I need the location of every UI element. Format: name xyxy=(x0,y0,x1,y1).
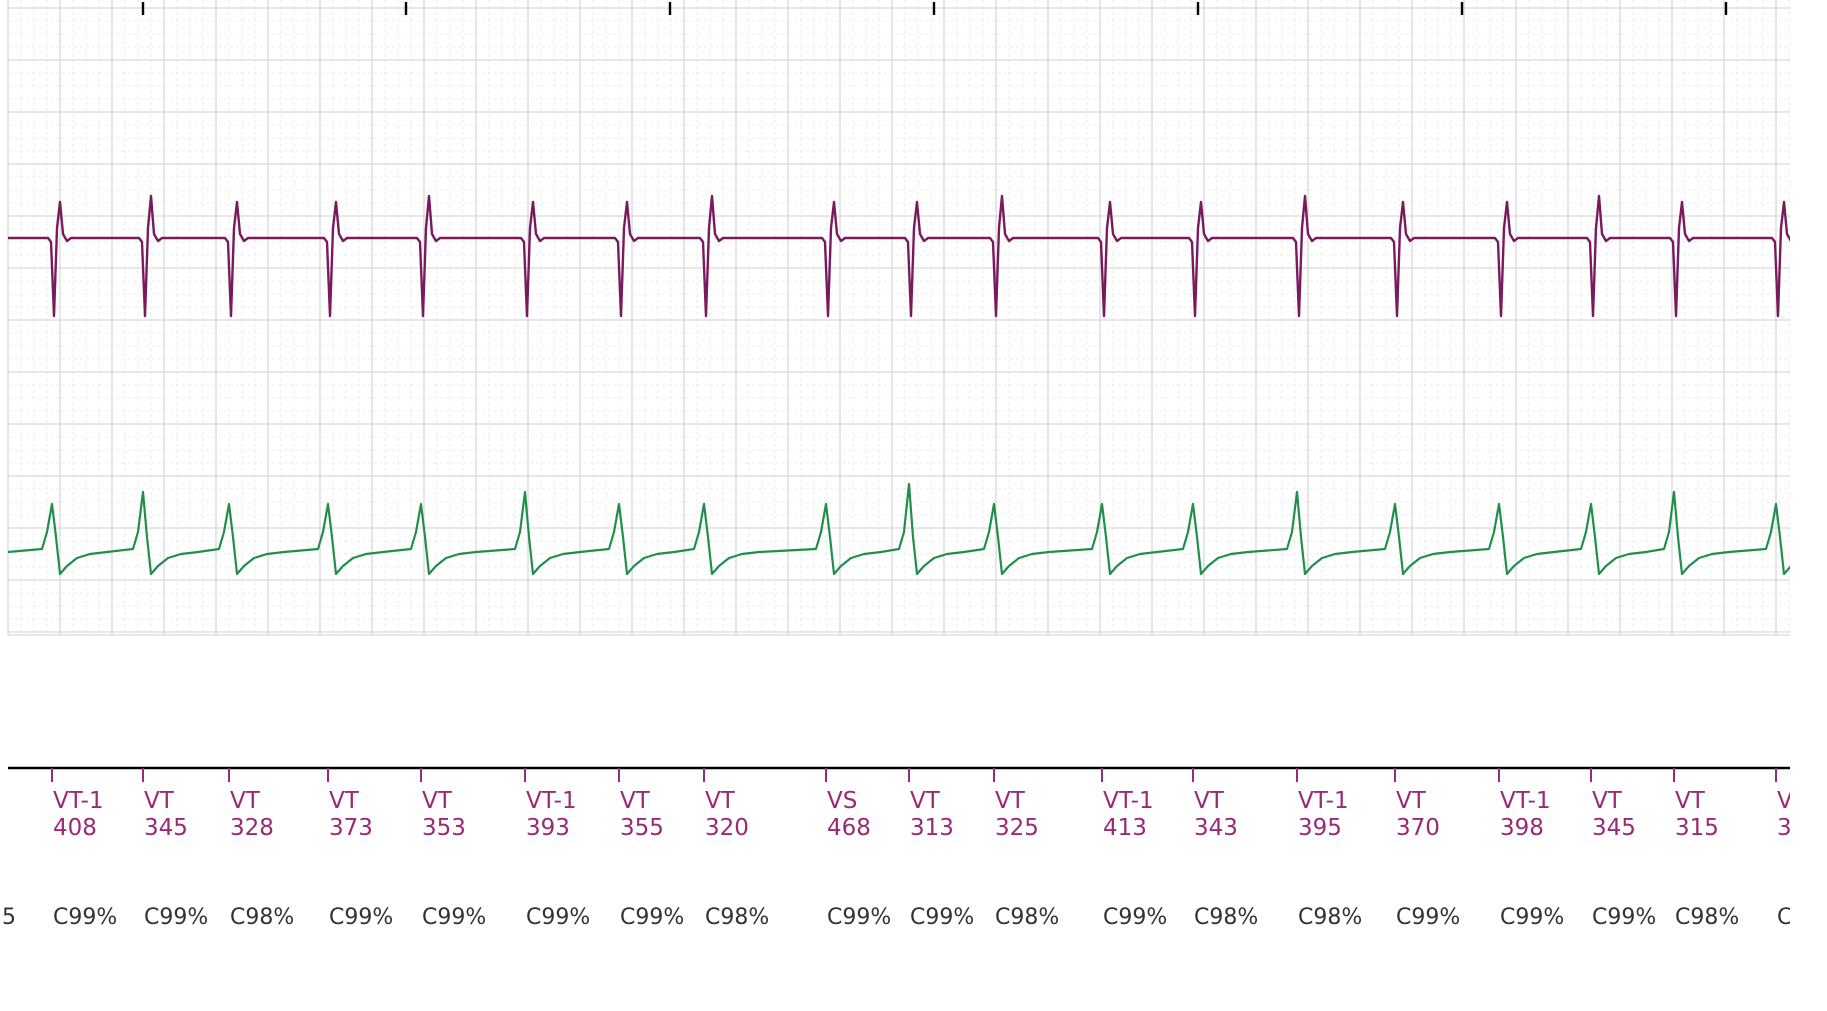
edge-fragment-text: 5 xyxy=(2,905,16,930)
confidence-label: C99% xyxy=(329,905,393,930)
confidence-label: C98% xyxy=(995,905,1059,930)
marker-label: VT xyxy=(329,788,360,814)
marker-interval: 325 xyxy=(995,815,1039,841)
confidence-label: C98% xyxy=(1298,905,1362,930)
marker-label: VT xyxy=(705,788,736,814)
marker-label: VT xyxy=(1592,788,1623,814)
marker-interval: 3 xyxy=(1777,815,1792,841)
marker-interval: 315 xyxy=(1675,815,1719,841)
confidence-label: C99% xyxy=(827,905,891,930)
marker-label: VT xyxy=(1396,788,1427,814)
confidence-label: C98% xyxy=(230,905,294,930)
marker-interval: 343 xyxy=(1194,815,1238,841)
marker-interval: 345 xyxy=(144,815,188,841)
marker-interval: 398 xyxy=(1500,815,1544,841)
marker-interval: 355 xyxy=(620,815,664,841)
marker-interval: 395 xyxy=(1298,815,1342,841)
marker-label: VT-1 xyxy=(526,788,577,814)
beat-marker: V3 C xyxy=(1775,768,1793,930)
confidence-label: C99% xyxy=(144,905,208,930)
marker-interval: 345 xyxy=(1592,815,1636,841)
marker-interval: 468 xyxy=(827,815,871,841)
marker-label: VT xyxy=(910,788,941,814)
confidence-label: C99% xyxy=(526,905,590,930)
marker-interval: 413 xyxy=(1103,815,1147,841)
marker-interval: 373 xyxy=(329,815,373,841)
marker-label: VT-1 xyxy=(1298,788,1349,814)
marker-interval: 393 xyxy=(526,815,570,841)
confidence-label: C99% xyxy=(1500,905,1564,930)
marker-interval: 408 xyxy=(53,815,97,841)
atrial-trace xyxy=(8,194,1790,318)
time-ticks-top xyxy=(141,2,1728,15)
marker-label: VT xyxy=(1675,788,1706,814)
confidence-label: C99% xyxy=(422,905,486,930)
marker-label: VT xyxy=(995,788,1026,814)
marker-label: V xyxy=(1777,788,1793,814)
confidence-label: C99% xyxy=(53,905,117,930)
marker-label: VT xyxy=(144,788,175,814)
marker-interval: 370 xyxy=(1396,815,1440,841)
marker-interval: 313 xyxy=(910,815,954,841)
marker-interval: 328 xyxy=(230,815,274,841)
marker-label: VT xyxy=(620,788,651,814)
marker-channel: VT-1408C99%VT345C99%VT328C98%VT373C99%VT… xyxy=(51,768,1793,930)
confidence-label: C99% xyxy=(910,905,974,930)
marker-interval: 320 xyxy=(705,815,749,841)
confidence-label: C98% xyxy=(1194,905,1258,930)
marker-label: VT-1 xyxy=(53,788,104,814)
marker-label: VS xyxy=(827,788,857,814)
confidence-label: C xyxy=(1777,905,1792,930)
confidence-label: C99% xyxy=(1592,905,1656,930)
marker-label: VT-1 xyxy=(1500,788,1551,814)
marker-label: VT xyxy=(422,788,453,814)
confidence-label: C98% xyxy=(705,905,769,930)
marker-label: VT xyxy=(230,788,261,814)
marker-label: VT-1 xyxy=(1103,788,1154,814)
marker-interval: 353 xyxy=(422,815,466,841)
ventricular-trace xyxy=(7,482,1790,576)
confidence-label: C99% xyxy=(1396,905,1460,930)
marker-label: VT xyxy=(1194,788,1225,814)
confidence-label: C98% xyxy=(1675,905,1739,930)
confidence-label: C99% xyxy=(1103,905,1167,930)
confidence-label: C99% xyxy=(620,905,684,930)
ecg-grid xyxy=(7,0,1790,636)
